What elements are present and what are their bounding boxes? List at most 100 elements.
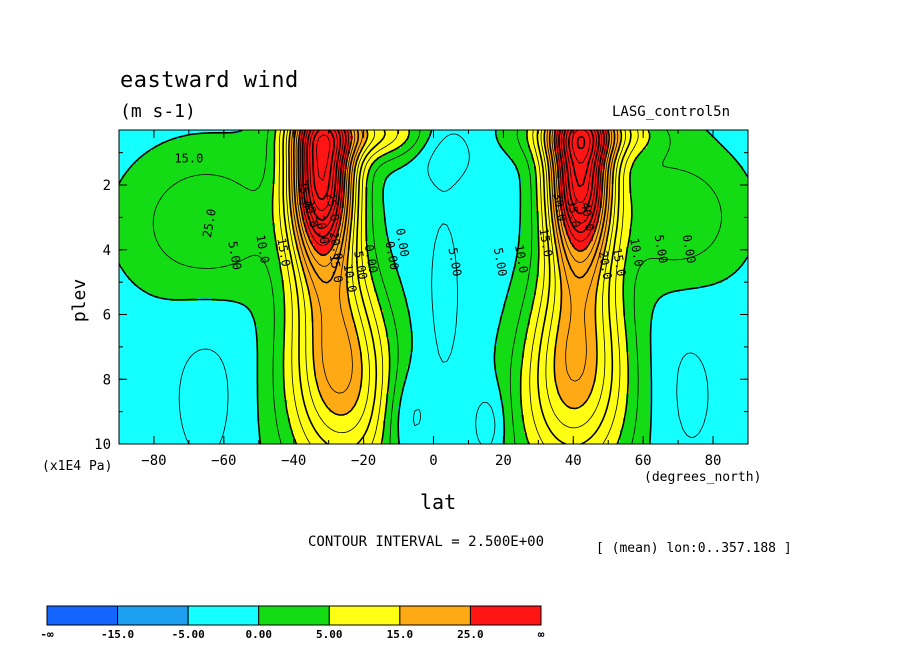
fill-cell — [716, 145, 720, 149]
fill-cell — [392, 163, 396, 167]
fill-cell — [500, 139, 504, 143]
fill-cell — [545, 196, 549, 200]
fill-cell — [737, 175, 741, 179]
fill-cell — [173, 181, 177, 185]
fill-cell — [473, 148, 477, 152]
fill-cell — [338, 169, 342, 173]
fill-cell — [494, 169, 498, 173]
fill-cell — [503, 178, 507, 182]
fill-cell — [419, 142, 423, 146]
fill-cell — [173, 163, 177, 167]
fill-cell — [623, 190, 627, 194]
fill-cell — [389, 193, 393, 197]
fill-cell — [179, 172, 183, 176]
fill-cell — [728, 172, 732, 176]
fill-cell — [329, 199, 333, 203]
fill-cell — [176, 163, 180, 167]
fill-cell — [296, 187, 300, 191]
fill-cell — [410, 199, 414, 203]
fill-cell — [635, 166, 639, 170]
fill-cell — [371, 196, 375, 200]
fill-cell — [422, 187, 426, 191]
fill-cell — [719, 154, 723, 158]
fill-cell — [632, 130, 636, 134]
fill-cell — [371, 169, 375, 173]
fill-cell — [149, 139, 153, 143]
fill-cell — [680, 142, 684, 146]
fill-cell — [437, 169, 441, 173]
fill-cell — [275, 190, 279, 194]
fill-cell — [122, 193, 126, 197]
fill-cell — [137, 193, 141, 197]
fill-cell — [461, 184, 465, 188]
fill-cell — [710, 196, 714, 200]
fill-cell — [155, 157, 159, 161]
fill-cell — [440, 193, 444, 197]
fill-cell — [737, 181, 741, 185]
fill-cell — [203, 157, 207, 161]
fill-cell — [626, 154, 630, 158]
fill-cell — [158, 133, 162, 137]
fill-cell — [662, 160, 666, 164]
fill-cell — [668, 163, 672, 167]
fill-cell — [539, 172, 543, 176]
fill-cell — [437, 139, 441, 143]
fill-cell — [209, 151, 213, 155]
fill-cell — [515, 196, 519, 200]
fill-cell — [362, 190, 366, 194]
fill-cell — [449, 178, 453, 182]
fill-cell — [194, 163, 198, 167]
fill-cell — [575, 193, 579, 197]
fill-cell — [653, 169, 657, 173]
fill-cell — [149, 133, 153, 137]
fill-cell — [581, 166, 585, 170]
fill-cell — [362, 169, 366, 173]
fill-cell — [263, 190, 267, 194]
fill-cell — [425, 175, 429, 179]
fill-cell — [191, 163, 195, 167]
fill-cell — [359, 187, 363, 191]
fill-cell — [197, 151, 201, 155]
fill-cell — [359, 196, 363, 200]
fill-cell — [593, 193, 597, 197]
fill-cell — [284, 187, 288, 191]
fill-cell — [524, 160, 528, 164]
fill-cell — [464, 172, 468, 176]
fill-cell — [683, 184, 687, 188]
fill-cell — [596, 139, 600, 143]
fill-cell — [500, 148, 504, 152]
fill-cell — [254, 151, 258, 155]
fill-cell — [671, 154, 675, 158]
fill-cell — [695, 196, 699, 200]
fill-cell — [131, 184, 135, 188]
fill-cell — [683, 157, 687, 161]
fill-cell — [188, 145, 192, 149]
fill-cell — [275, 196, 279, 200]
fill-cell — [452, 175, 456, 179]
fill-cell — [659, 166, 663, 170]
fill-cell — [230, 169, 234, 173]
fill-cell — [689, 175, 693, 179]
fill-cell — [404, 181, 408, 185]
fill-cell — [701, 196, 705, 200]
fill-cell — [599, 196, 603, 200]
fill-cell — [668, 193, 672, 197]
fill-cell — [374, 160, 378, 164]
fill-cell — [170, 148, 174, 152]
fill-cell — [176, 139, 180, 143]
fill-cell — [125, 157, 129, 161]
fill-cell — [269, 178, 273, 182]
fill-cell — [707, 142, 711, 146]
fill-cell — [356, 196, 360, 200]
fill-cell — [245, 151, 249, 155]
fill-cell — [569, 136, 573, 140]
fill-cell — [359, 175, 363, 179]
fill-cell — [575, 139, 579, 143]
fill-cell — [323, 175, 327, 179]
fill-cell — [143, 154, 147, 158]
fill-cell — [734, 136, 738, 140]
fill-cell — [506, 178, 510, 182]
fill-cell — [443, 178, 447, 182]
fill-cell — [257, 196, 261, 200]
fill-cell — [485, 193, 489, 197]
